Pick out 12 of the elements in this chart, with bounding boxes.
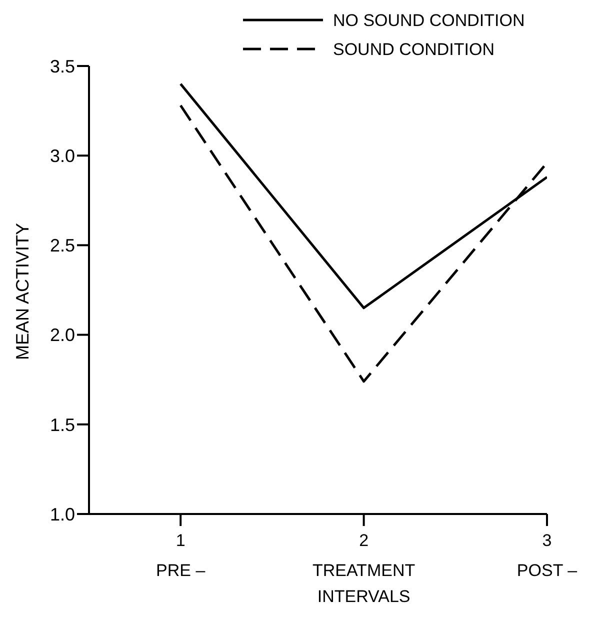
y-tick-label: 1.0 (50, 504, 75, 524)
y-tick-label: 2.5 (50, 236, 75, 256)
legend-label: NO SOUND CONDITION (333, 11, 525, 30)
y-axis-title: MEAN ACTIVITY (12, 222, 32, 360)
legend-label: SOUND CONDITION (333, 40, 494, 59)
y-tick-label: 2.0 (50, 325, 75, 346)
x-tick-label: 2 TREATMENT INTERVALS (312, 531, 416, 606)
y-tick-label: 3.5 (50, 56, 75, 76)
y-tick-label: 1.5 (50, 414, 75, 435)
y-tick-label: 3.0 (50, 146, 75, 166)
x-tick-label: 3 POST – (516, 531, 578, 580)
x-tick-label: 1 PRE – (156, 531, 206, 580)
